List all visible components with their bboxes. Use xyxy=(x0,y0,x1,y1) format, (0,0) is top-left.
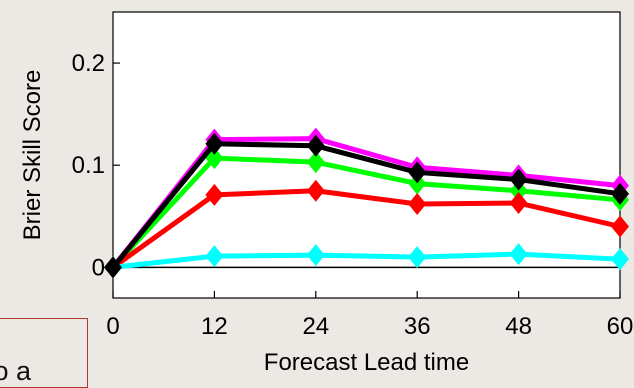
data-point-marker xyxy=(306,244,325,267)
data-point-marker xyxy=(104,256,122,279)
y-tick-label: 0 xyxy=(92,254,105,281)
y-axis-label: Brier Skill Score xyxy=(19,70,46,241)
data-point-marker xyxy=(509,168,528,191)
data-point-marker xyxy=(408,172,427,195)
data-point-marker xyxy=(408,161,427,184)
data-point-marker xyxy=(611,248,629,271)
x-tick-label: 12 xyxy=(201,313,228,340)
brier-skill-chart: 0 0.1 0.2 0 12 24 36 48 60 Brier Skill Score Fo… xyxy=(19,11,633,376)
series-line xyxy=(111,188,621,270)
data-point-marker xyxy=(408,246,427,269)
data-point-marker xyxy=(306,179,325,202)
series-line xyxy=(112,251,621,270)
data-point-marker xyxy=(205,132,224,155)
series-line xyxy=(111,141,621,269)
x-tick-label: 36 xyxy=(404,313,431,340)
data-point-marker xyxy=(205,245,224,268)
y-tick-label: 0.2 xyxy=(72,50,105,77)
data-point-marker xyxy=(408,193,427,216)
data-point-marker xyxy=(306,134,325,157)
data-point-marker xyxy=(509,243,528,266)
data-point-marker xyxy=(611,215,629,238)
data-point-marker xyxy=(611,182,629,205)
data-point-marker xyxy=(509,192,528,215)
y-tick-label: 0.1 xyxy=(72,152,105,179)
series-line xyxy=(111,155,621,270)
x-tick-label: 24 xyxy=(302,313,329,340)
data-point-marker xyxy=(306,151,325,174)
data-point-marker xyxy=(509,179,528,202)
x-axis-ticks: 0 12 24 36 48 60 xyxy=(106,291,633,340)
x-tick-label: 0 xyxy=(106,313,119,340)
series-5 xyxy=(104,132,629,279)
x-axis-label: Forecast Lead time xyxy=(264,349,469,376)
series-group xyxy=(104,127,629,279)
y-axis-ticks: 0 0.1 0.2 xyxy=(72,50,120,281)
x-tick-label: 60 xyxy=(607,313,634,340)
data-point-marker xyxy=(205,183,224,206)
overlay-text: to a xyxy=(0,356,32,386)
x-tick-label: 48 xyxy=(505,313,532,340)
